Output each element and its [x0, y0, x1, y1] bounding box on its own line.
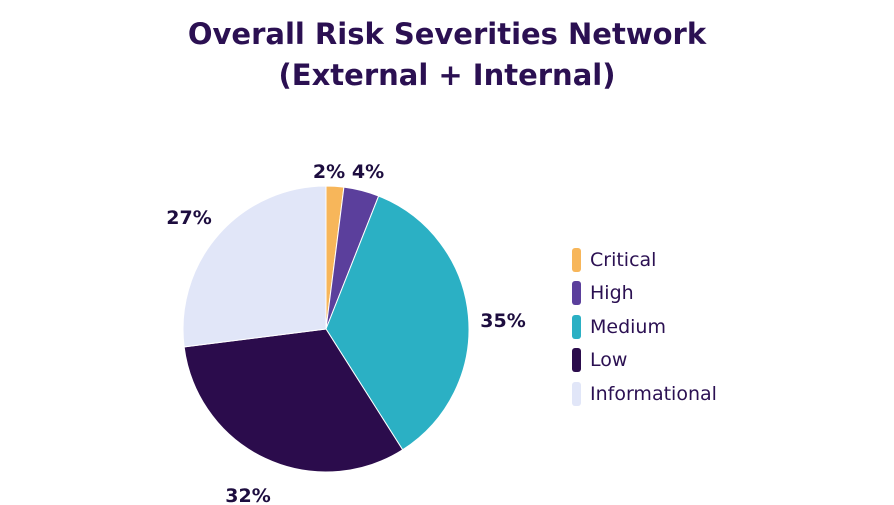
data-label-informational: 27% — [166, 207, 211, 229]
legend-swatch — [572, 281, 581, 306]
chart-title-line-2: (External + Internal) — [278, 58, 616, 92]
pie-slice-medium — [325, 195, 470, 451]
legend-label: Low — [590, 349, 628, 372]
legend-swatch — [572, 247, 581, 272]
legend-item-medium: Medium — [572, 310, 717, 344]
data-label-medium: 35% — [480, 310, 525, 332]
chart-title-line-1: Overall Risk Severities Network — [187, 17, 707, 51]
legend-label: Critical — [590, 248, 657, 271]
data-label-high: 4% — [352, 161, 384, 183]
pie-slice-informational — [182, 185, 327, 348]
chart-legend: Critical High Medium Low Informational — [572, 243, 717, 411]
legend-swatch — [572, 381, 581, 406]
data-label-critical: 2% — [313, 161, 345, 183]
legend-item-informational: Informational — [572, 377, 717, 411]
legend-swatch — [572, 314, 581, 339]
legend-label: High — [590, 282, 634, 305]
legend-label: Informational — [590, 382, 717, 405]
legend-item-critical: Critical — [572, 243, 717, 277]
legend-item-high: High — [572, 277, 717, 311]
pie-slice-low — [183, 328, 404, 473]
legend-label: Medium — [590, 315, 666, 338]
chart-title: Overall Risk Severities Network (Externa… — [0, 14, 894, 96]
legend-swatch — [572, 348, 581, 373]
legend-item-low: Low — [572, 344, 717, 378]
data-label-low: 32% — [225, 485, 270, 505]
